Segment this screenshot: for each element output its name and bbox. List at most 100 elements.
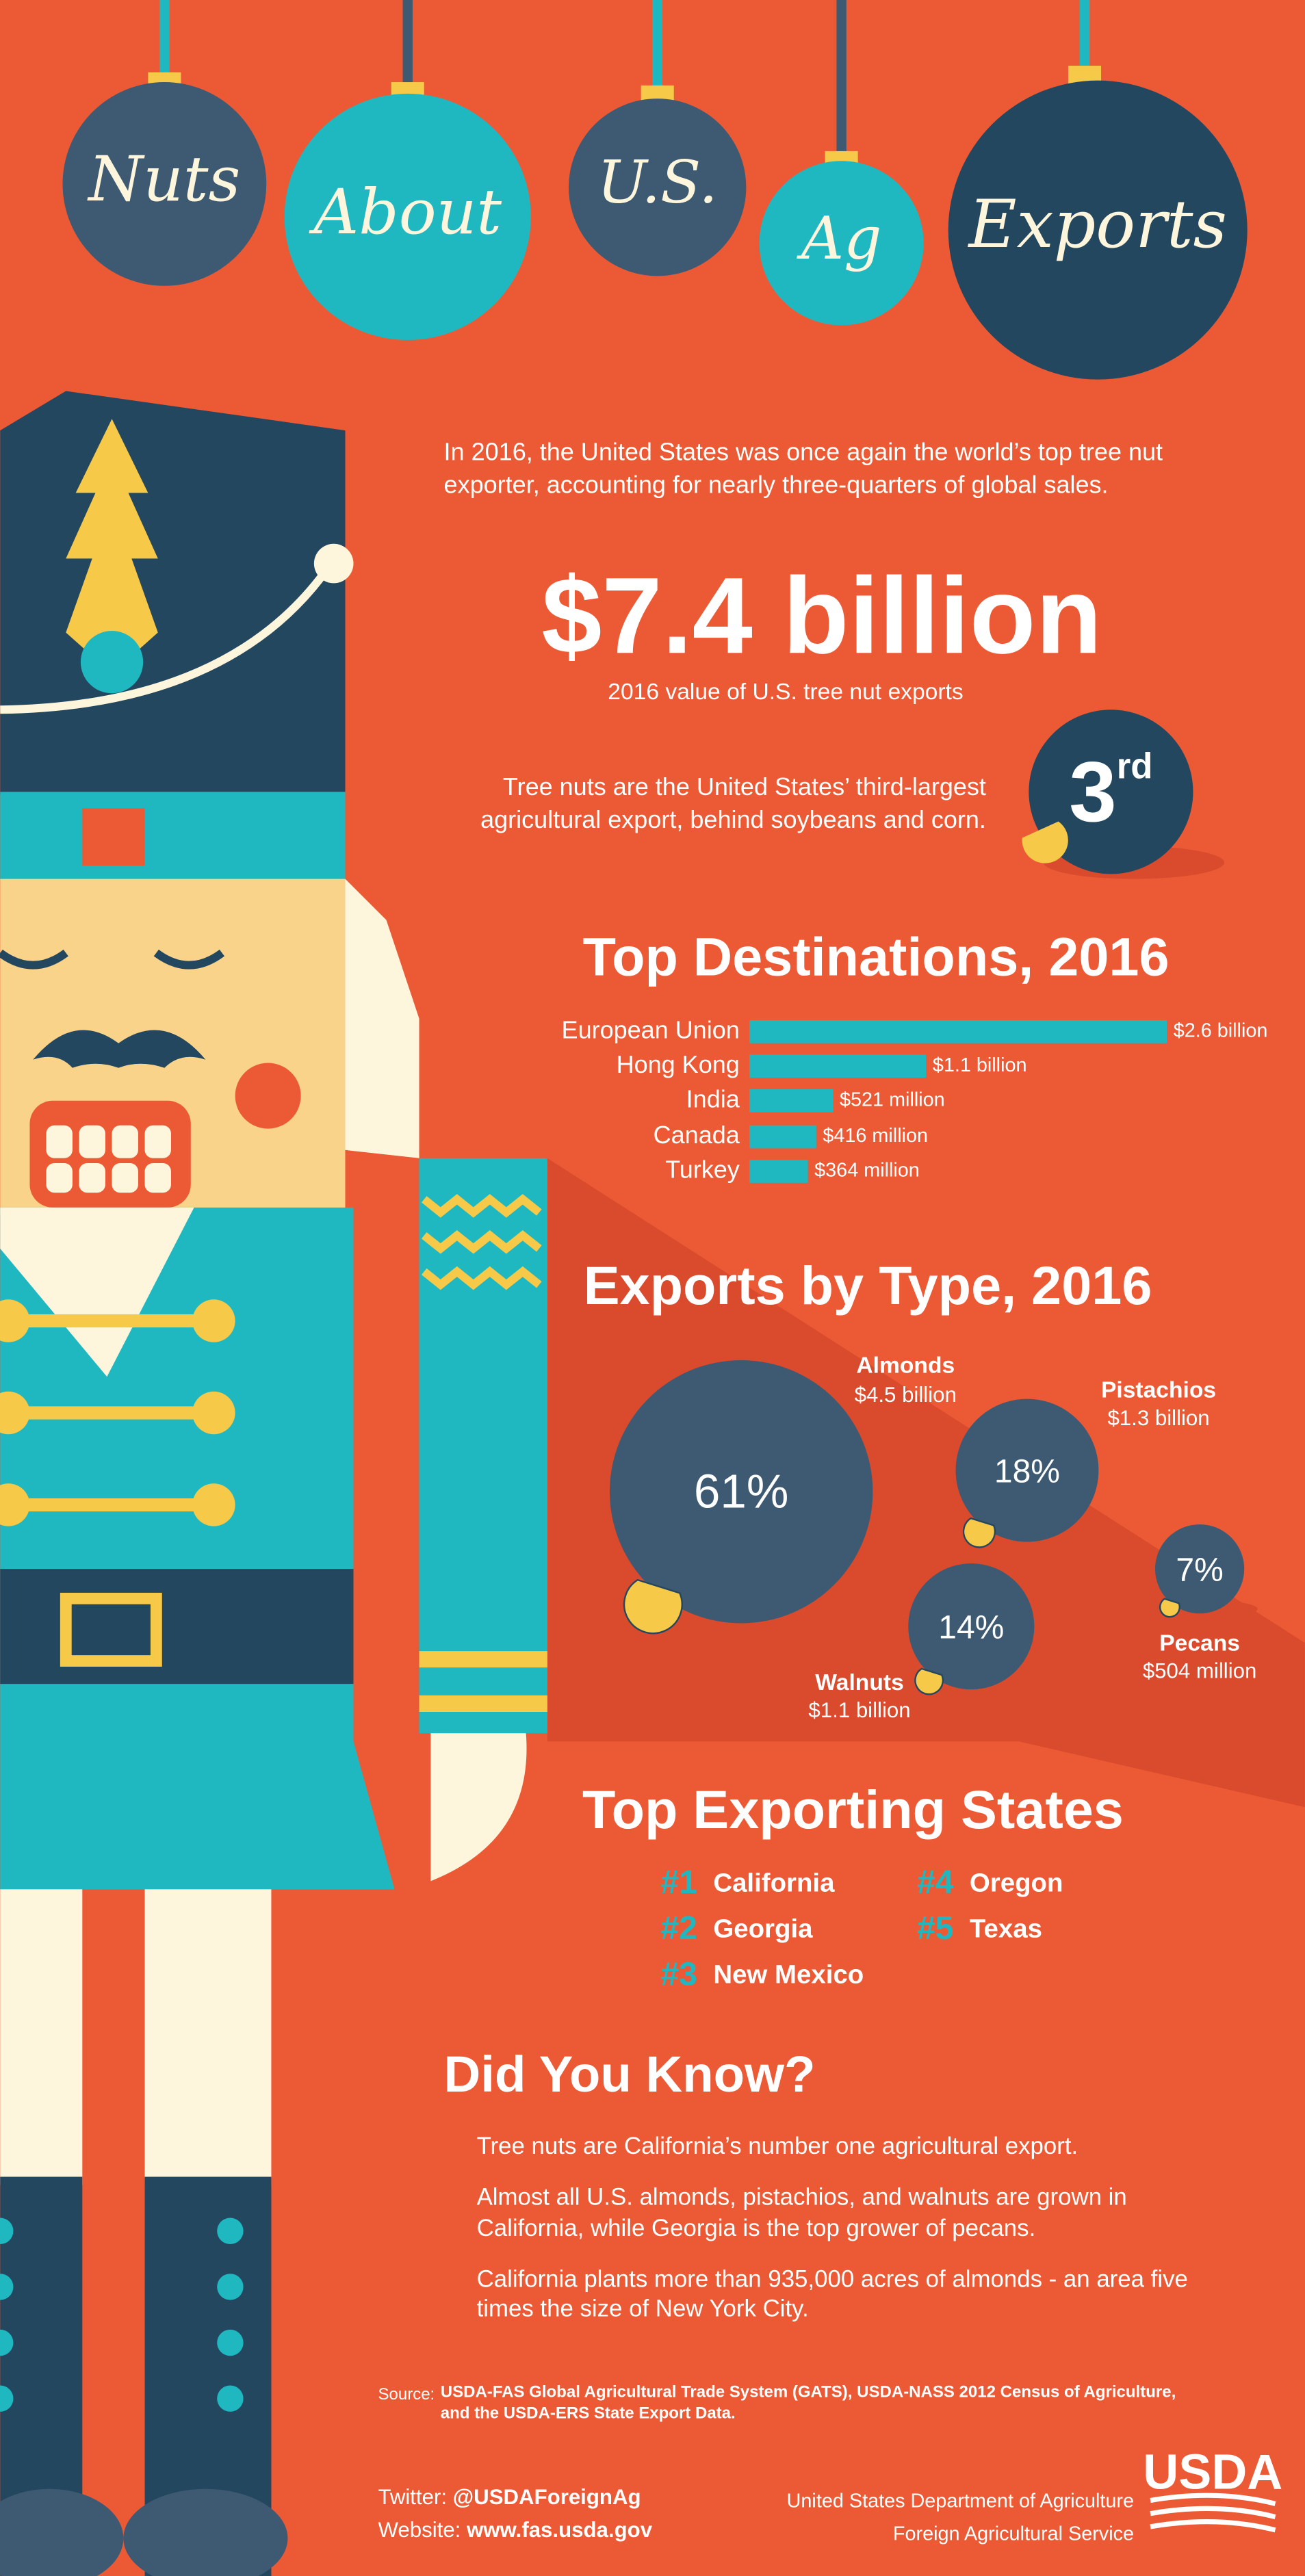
mustache <box>33 1030 206 1068</box>
headline-caption: 2016 value of U.S. tree nut exports <box>608 679 963 705</box>
types-chart: Exports by Type, 2016 61% Almonds $4.5 bil… <box>584 1255 1258 1722</box>
state-rank: #5 <box>917 1910 953 1947</box>
bubble-cap <box>623 1578 683 1635</box>
state-name: Texas <box>970 1914 1042 1943</box>
string <box>402 0 413 86</box>
ornament <box>284 93 531 341</box>
share-label: 7% <box>1176 1552 1223 1589</box>
buckle <box>60 1592 162 1667</box>
destinations-chart: Top Destinations, 2016 European Union $2.… <box>562 926 1268 1184</box>
source-label: Source: <box>378 2385 435 2404</box>
chart-title: Exports by Type, 2016 <box>584 1255 1152 1316</box>
intro-box: In 2016, the United States was once agai… <box>443 439 1163 499</box>
website: www.fas.usda.gov <box>466 2518 653 2542</box>
logo-waves <box>1150 2493 1276 2533</box>
logo: USDA <box>1143 2445 1282 2500</box>
value-label: $416 million <box>823 1125 928 1147</box>
source-box: USDA-FAS Global Agricultural Trade Syste… <box>441 2384 1176 2422</box>
beard <box>0 1207 194 1377</box>
hat-pom <box>313 543 354 584</box>
category-label: Canada <box>654 1121 740 1149</box>
rank-text: Tree nuts are the United States’ third-l… <box>480 773 986 834</box>
category-label: Hong Kong <box>617 1050 740 1078</box>
ornament <box>948 80 1248 380</box>
cheek <box>235 1063 301 1129</box>
shadow <box>547 1158 1305 1808</box>
rank-box: Tree nuts are the United States’ third-l… <box>480 773 986 834</box>
string <box>836 0 847 157</box>
bubble-cap <box>914 1667 944 1695</box>
states-title: Top Exporting States <box>582 1779 1124 1840</box>
band-badge <box>82 808 145 866</box>
hat-brim <box>0 564 333 714</box>
ornaments: Nuts About U.S. Ag Exports <box>62 0 1248 380</box>
amount-label: $1.1 billion <box>808 1698 910 1722</box>
buttons <box>0 1299 235 1526</box>
rank: 3rd <box>1069 744 1152 840</box>
coat <box>0 1207 395 1890</box>
bar <box>749 1020 1167 1043</box>
intro: In 2016, the United States was once agai… <box>443 439 1163 499</box>
category-label: Almonds <box>856 1353 955 1379</box>
value-label: $521 million <box>840 1089 945 1110</box>
bubble-cap <box>1159 1598 1180 1618</box>
bar <box>749 1089 834 1113</box>
amount-label: $504 million <box>1143 1659 1257 1683</box>
fact: Almost all U.S. almonds, pistachios, and… <box>476 2185 1127 2242</box>
cuff <box>419 1651 547 1668</box>
ornament <box>62 82 267 286</box>
headline-value: $7.4 billion <box>541 555 1102 676</box>
teeth <box>46 1125 171 1193</box>
belt <box>0 1569 354 1684</box>
facts: Tree nuts are California’s number one ag… <box>477 2133 1233 2327</box>
ornament-word: About <box>309 175 502 248</box>
value-label: $2.6 billion <box>1174 1020 1268 1042</box>
fact: California plants more than 935,000 acre… <box>476 2266 1188 2324</box>
footer: Website: www.fas.usda.gov <box>378 2518 653 2542</box>
bubble <box>609 1360 873 1624</box>
amount-label: $1.3 billion <box>1107 1406 1209 1430</box>
rank-suffix: rd <box>1117 746 1153 787</box>
leg <box>0 1889 83 2185</box>
rank-badge <box>1029 710 1193 874</box>
share-label: 14% <box>938 1610 1004 1646</box>
agency: United States Department of Agriculture <box>787 2490 1134 2512</box>
category-label: Pecans <box>1159 1630 1240 1656</box>
footer: Twitter: @USDAForeignAg <box>378 2485 641 2509</box>
state-name: New Mexico <box>713 1960 864 1990</box>
value-label: $364 million <box>814 1160 920 1182</box>
state-name: Oregon <box>970 1868 1063 1897</box>
epaulette <box>421 1194 542 1290</box>
leg <box>144 1889 272 2185</box>
category-label: European Union <box>562 1015 740 1043</box>
boot-toe <box>123 2488 288 2576</box>
state-rank: #2 <box>661 1910 697 1947</box>
twitter-label: Twitter: <box>378 2485 448 2509</box>
state-rank: #3 <box>661 1956 697 1992</box>
badge-cap <box>1022 821 1068 863</box>
string <box>159 0 170 79</box>
value-label: $1.1 billion <box>933 1054 1027 1076</box>
boot-toe <box>0 2488 124 2576</box>
state-name: California <box>713 1868 835 1897</box>
states-list: #1 California #2 Georgia #3 New Mexico #4 Orego… <box>661 1864 1063 1992</box>
bubble <box>908 1563 1035 1690</box>
hat <box>0 391 346 796</box>
nutcracker <box>0 391 547 2576</box>
plume-gem <box>80 631 144 694</box>
ornament-word: Exports <box>968 186 1227 263</box>
category-label: Pistachios <box>1101 1378 1216 1403</box>
ornament <box>759 161 924 326</box>
ornament <box>569 99 747 276</box>
amount-label: $4.5 billion <box>855 1383 957 1407</box>
website-label: Website: <box>378 2518 461 2542</box>
bar <box>749 1054 927 1078</box>
arm <box>419 1158 547 1734</box>
category-label: Turkey <box>665 1156 740 1184</box>
boot-buttons <box>0 2217 244 2412</box>
service: Foreign Agricultural Service <box>893 2523 1134 2545</box>
string <box>1079 0 1090 73</box>
bar <box>749 1160 808 1183</box>
